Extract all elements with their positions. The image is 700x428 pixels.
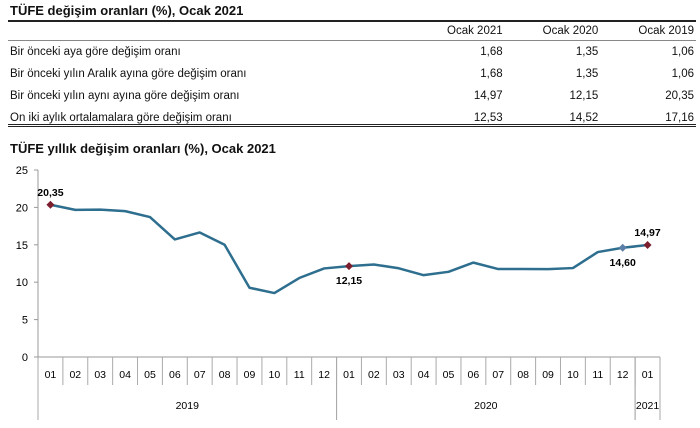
table-row: On iki aylık ortalamalara göre değişim o…: [8, 107, 696, 129]
data-point-marker: [46, 200, 55, 209]
x-tick-label: 02: [368, 369, 380, 381]
y-tick-label: 0: [22, 352, 28, 364]
row-value: 1,35: [575, 68, 599, 80]
y-tick-label: 15: [16, 240, 28, 252]
x-tick-label: 01: [45, 369, 57, 381]
y-tick-label: 10: [16, 277, 28, 289]
x-tick-label: 09: [244, 369, 256, 381]
x-tick-label: 06: [169, 369, 181, 381]
x-tick-label: 03: [393, 369, 405, 381]
header-empty: [8, 22, 389, 41]
row-value: 12,53: [473, 112, 503, 124]
row-label: On iki aylık ortalamalara göre değişim o…: [10, 112, 232, 124]
x-tick-label: 08: [517, 369, 529, 381]
data-label: 14,97: [634, 227, 660, 239]
x-tick-label: 07: [194, 369, 206, 381]
x-tick-label: 01: [642, 369, 654, 381]
row-label: Bir önceki yılın Aralık ayına göre değiş…: [10, 68, 247, 80]
table-bottom-rule: [8, 124, 696, 127]
row-value: 1,68: [480, 68, 503, 80]
row-value: 17,16: [665, 112, 694, 124]
data-point-marker: [345, 262, 353, 271]
row-value: 1,06: [671, 46, 694, 58]
col-header: Ocak 2019: [600, 22, 696, 41]
table-title: TÜFE değişim oranları (%), Ocak 2021: [10, 3, 244, 18]
x-tick-label: 12: [318, 369, 330, 381]
row-value: 14,52: [569, 112, 599, 124]
x-tick-label: 04: [119, 369, 131, 381]
table-row: Bir önceki yılın Aralık ayına göre değiş…: [8, 63, 696, 85]
x-tick-label: 07: [492, 369, 504, 381]
chart-title: TÜFE yıllık değişim oranları (%), Ocak 2…: [10, 141, 276, 156]
x-tick-label: 05: [443, 369, 455, 381]
row-value: 1,68: [480, 46, 503, 58]
x-tick-label: 06: [468, 369, 480, 381]
y-tick-label: 5: [22, 315, 28, 327]
row-value: 12,15: [569, 90, 599, 102]
col-header: Ocak 2021: [388, 22, 505, 41]
row-value: 1,35: [575, 46, 599, 58]
year-label: 2019: [176, 400, 200, 412]
x-tick-label: 10: [269, 369, 281, 381]
row-value: 20,35: [665, 90, 694, 102]
x-tick-label: 11: [592, 369, 603, 381]
y-tick-label: 20: [16, 202, 28, 214]
year-label: 2020: [474, 400, 498, 412]
x-tick-label: 09: [542, 369, 554, 381]
y-tick-label: 25: [16, 165, 28, 177]
x-tick-label: 02: [69, 369, 81, 381]
data-point-marker: [643, 241, 652, 250]
row-value: 14,97: [473, 90, 503, 102]
table-row: Bir önceki yılın aynı ayına göre değişim…: [8, 85, 696, 107]
row-label: Bir önceki aya göre değişim oranı: [10, 46, 181, 58]
data-label: 14,60: [610, 257, 636, 269]
row-label: Bir önceki yılın aynı ayına göre değişim…: [10, 90, 240, 102]
x-tick-label: 10: [567, 369, 579, 381]
x-tick-label: 12: [617, 369, 629, 381]
x-tick-label: 01: [343, 369, 355, 381]
cpi-table: Ocak 2021 Ocak 2020 Ocak 2019 Bir önceki…: [8, 22, 696, 129]
x-tick-label: 11: [294, 369, 305, 381]
x-tick-label: 08: [219, 369, 231, 381]
table-top-rule: [8, 20, 696, 22]
x-tick-label: 04: [418, 369, 430, 381]
year-label: 2021: [636, 400, 660, 412]
x-tick-label: 03: [94, 369, 106, 381]
data-point-marker: [618, 243, 627, 252]
x-tick-label: 05: [144, 369, 156, 381]
data-label: 12,15: [336, 275, 362, 287]
table-header-row: Ocak 2021 Ocak 2020 Ocak 2019: [8, 22, 696, 41]
table-row: Bir önceki aya göre değişim oranı 1,68 1,3…: [8, 41, 696, 64]
row-value: 1,06: [671, 68, 694, 80]
data-label: 20,35: [37, 187, 63, 199]
col-header: Ocak 2020: [504, 22, 601, 41]
